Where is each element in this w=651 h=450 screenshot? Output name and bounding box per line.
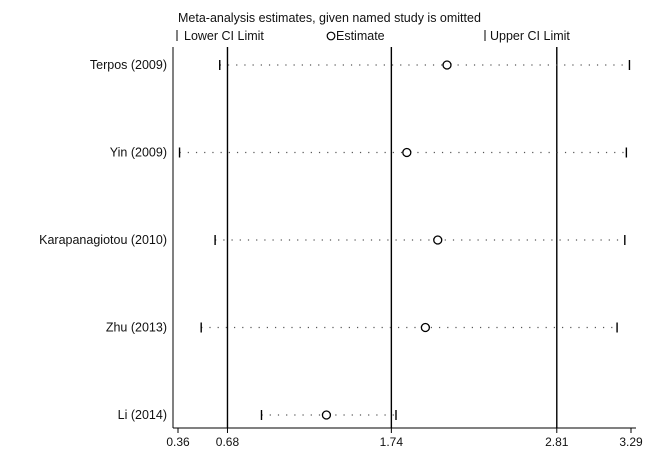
- study-row: Terpos (2009): [90, 58, 631, 72]
- x-tick-label: 3.29: [619, 435, 643, 449]
- x-tick-label: 0.68: [216, 435, 240, 449]
- x-tick-label: 1.74: [380, 435, 404, 449]
- legend-estimate-label: Estimate: [336, 29, 385, 43]
- study-row: Yin (2009): [110, 146, 628, 160]
- study-row: Karapanagiotou (2010): [39, 233, 626, 247]
- study-row: Zhu (2013): [106, 321, 618, 335]
- estimate-marker: [433, 235, 443, 245]
- x-tick-label: 0.36: [166, 435, 190, 449]
- study-label: Karapanagiotou (2010): [39, 233, 167, 247]
- estimate-marker: [420, 322, 431, 333]
- legend-estimate-marker: [326, 31, 336, 41]
- study-label: Zhu (2013): [106, 321, 167, 335]
- legend: Lower CI Limit Estimate Upper CI Limit: [176, 29, 570, 43]
- plot-title: Meta-analysis estimates, given named stu…: [178, 11, 481, 25]
- x-axis: 0.36 0.68 1.74 2.81 3.29: [166, 428, 643, 449]
- study-row: Li (2014): [118, 408, 397, 422]
- study-label: Li (2014): [118, 408, 167, 422]
- estimate-marker: [442, 60, 452, 70]
- x-tick-label: 2.81: [545, 435, 569, 449]
- estimate-marker: [402, 147, 412, 158]
- chart-title: Meta-analysis estimates, given named stu…: [178, 11, 481, 25]
- legend-lower-label: Lower CI Limit: [184, 29, 264, 43]
- reference-lines: [226, 47, 558, 428]
- plot-area: Terpos (2009) Yin (2009) Karapanagiotou (2…: [39, 47, 643, 449]
- estimate-marker: [321, 410, 332, 420]
- legend-upper-label: Upper CI Limit: [490, 29, 570, 43]
- study-rows: Terpos (2009) Yin (2009) Karapanagiotou (2…: [39, 58, 631, 422]
- study-label: Yin (2009): [110, 146, 167, 160]
- study-label: Terpos (2009): [90, 58, 167, 72]
